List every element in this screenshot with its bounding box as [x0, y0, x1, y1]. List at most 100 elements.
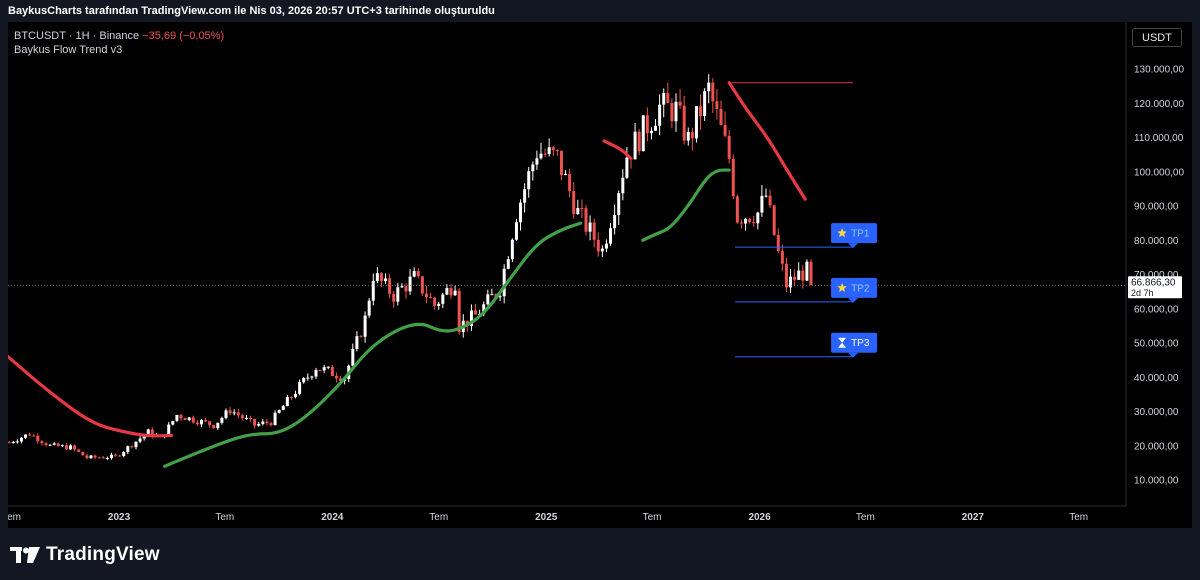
candle-body	[744, 218, 748, 224]
candle-body	[32, 435, 36, 437]
candle-body	[588, 222, 592, 232]
price-tick-label: 10.000,00	[1134, 476, 1179, 487]
candle-body	[339, 378, 343, 382]
candle-body	[240, 415, 244, 419]
candle-body	[232, 412, 236, 414]
tradingview-logo[interactable]: TradingView	[10, 544, 160, 566]
candle-body	[604, 243, 608, 249]
candle-body	[24, 434, 28, 438]
price-change: −35,69 (−0,05%)	[142, 30, 225, 42]
candle-body	[506, 259, 510, 269]
candle-body	[302, 378, 306, 383]
candle-body	[118, 455, 122, 457]
candle-body	[220, 417, 224, 423]
candle-body	[85, 455, 89, 459]
indicator-legend[interactable]: Baykus Flow Trend v3	[14, 44, 123, 56]
currency-button[interactable]: USDT	[1132, 28, 1182, 47]
candle-body	[469, 310, 473, 326]
candle-body	[363, 315, 367, 337]
trend-line-bearish-early	[8, 355, 174, 438]
candle-body	[543, 153, 547, 155]
price-tick-label: 70.000,00	[1134, 270, 1179, 281]
candle-body	[764, 195, 768, 197]
time-tick-label: Tem	[8, 512, 21, 523]
candle-body	[52, 443, 56, 445]
candle-body	[134, 441, 138, 448]
candle-body	[535, 158, 539, 165]
candle-body	[36, 435, 40, 442]
price-tick-label: 100.000,00	[1134, 167, 1184, 178]
candle-body	[457, 290, 461, 333]
tp-label-text: TP2	[851, 283, 870, 294]
candle-body	[645, 115, 649, 134]
candle-body	[625, 157, 629, 178]
candle-body	[551, 147, 555, 151]
candle-body	[310, 376, 314, 378]
tp-label-pointer	[848, 243, 859, 249]
candle-body	[416, 271, 420, 277]
candle-body	[686, 132, 690, 141]
symbol-label: BTCUSDT · 1H · Binance	[14, 30, 140, 42]
trend-line-bearish-mid	[602, 139, 633, 160]
candle-body	[93, 455, 97, 458]
candle-body	[105, 458, 109, 460]
candle-body	[510, 239, 514, 260]
symbol-legend[interactable]: BTCUSDT · 1H · Binance −35,69 (−0,05%)	[14, 30, 224, 42]
time-tick-label: 2024	[321, 512, 344, 523]
candle-body	[56, 443, 60, 447]
candle-body	[191, 417, 195, 423]
price-chart[interactable]: 10.000,00 20.000,00 30.000,00 40.000,00 50.0…	[8, 22, 1192, 528]
candle-body	[379, 273, 383, 282]
candle-body	[81, 451, 85, 456]
tp-label-text: TP1	[851, 229, 870, 240]
candle-body	[666, 92, 670, 104]
last-price-countdown: 2d 7h	[1131, 288, 1154, 298]
candle-body	[662, 92, 666, 105]
tp-label-box	[831, 223, 878, 244]
candle-body	[498, 296, 502, 298]
candle-body	[334, 375, 338, 379]
footer: TradingView	[0, 528, 1200, 580]
time-tick-label: Tem	[429, 512, 448, 523]
candle-body	[322, 367, 326, 371]
candle-body	[404, 286, 408, 292]
candle-body	[600, 248, 604, 252]
candle-body	[228, 410, 232, 413]
candle-body	[519, 202, 523, 223]
candle-body	[531, 164, 535, 172]
candle-body	[707, 82, 711, 92]
candle-body	[694, 106, 698, 139]
candle-body	[375, 273, 379, 282]
candle-body	[216, 422, 220, 429]
candle-body	[138, 438, 142, 442]
candle-body	[735, 196, 739, 223]
candle-body	[367, 300, 371, 316]
candle-body	[64, 445, 68, 450]
candle-body	[277, 410, 281, 413]
candle-body	[384, 278, 388, 282]
candle-body	[805, 261, 809, 281]
candle-body	[637, 131, 641, 152]
price-tick-label: 120.000,00	[1134, 99, 1184, 110]
candle-body	[760, 195, 764, 213]
candle-body	[60, 445, 64, 447]
candles-group	[8, 74, 813, 461]
candle-body	[424, 293, 428, 298]
candle-body	[44, 443, 48, 446]
candle-body	[441, 294, 445, 304]
candle-body	[269, 423, 273, 426]
candle-body	[809, 261, 813, 286]
candle-body	[715, 101, 719, 109]
candle-body	[253, 419, 257, 426]
candle-body	[789, 276, 793, 288]
candle-body	[412, 271, 416, 277]
time-tick-label: Tem	[1069, 512, 1088, 523]
time-tick-label: 2026	[748, 512, 771, 523]
candle-body	[670, 103, 674, 122]
candle-body	[429, 297, 433, 299]
candle-body	[146, 429, 150, 436]
chart-panel[interactable]: 10.000,00 20.000,00 30.000,00 40.000,00 50.0…	[8, 22, 1192, 528]
candle-body	[114, 454, 118, 456]
candle-body	[306, 377, 310, 379]
candle-body	[261, 421, 265, 424]
